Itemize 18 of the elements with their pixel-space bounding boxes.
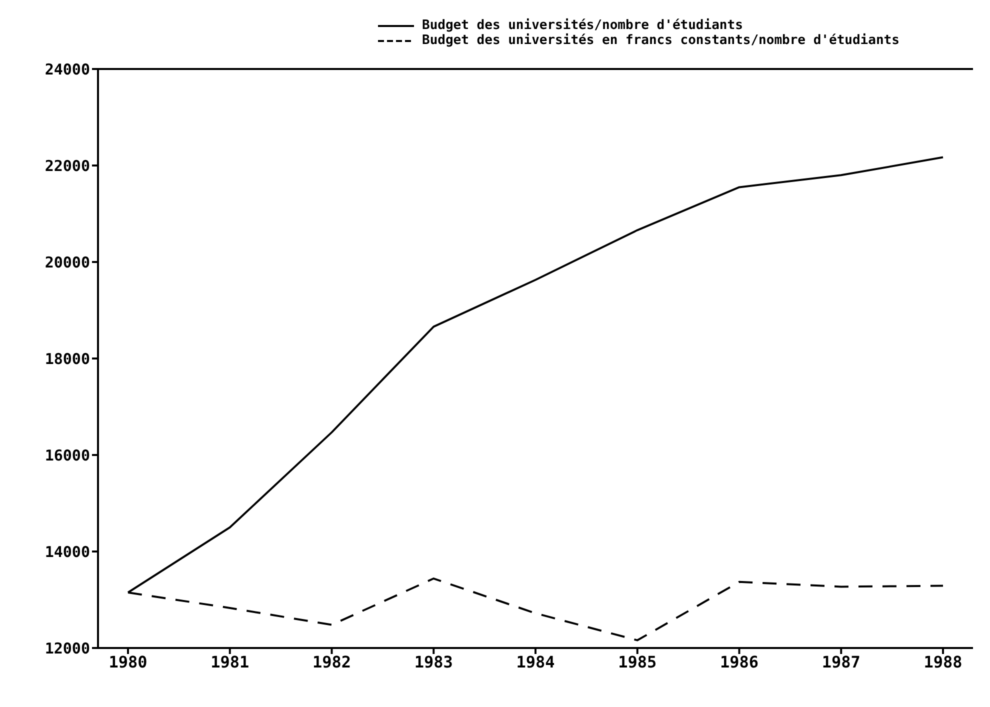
y-tick-label: 24000 (44, 60, 90, 78)
y-tick-label: 22000 (44, 156, 90, 175)
y-tick-label: 18000 (44, 350, 90, 368)
y-tick-label: 14000 (44, 542, 90, 561)
x-tick-label: 1988 (924, 652, 962, 672)
y-tick-label: 16000 (44, 446, 90, 464)
legend-label: Budget des universités/nombre d'étudiants (422, 18, 743, 33)
x-tick-label: 1981 (210, 652, 250, 672)
y-tick-label: 20000 (44, 253, 90, 272)
x-tick-label: 1983 (414, 652, 453, 672)
x-tick-label: 1985 (618, 652, 657, 672)
x-tick-label: 1984 (516, 652, 555, 672)
x-tick-label: 1986 (720, 652, 759, 672)
y-tick-label: 12000 (44, 639, 90, 658)
legend-label: Budget des universités en francs constants/nombre d'étudiants (422, 33, 900, 48)
x-tick-label: 1982 (312, 652, 352, 672)
x-tick-label: 1980 (108, 652, 148, 672)
x-tick-label: 1987 (822, 652, 860, 672)
